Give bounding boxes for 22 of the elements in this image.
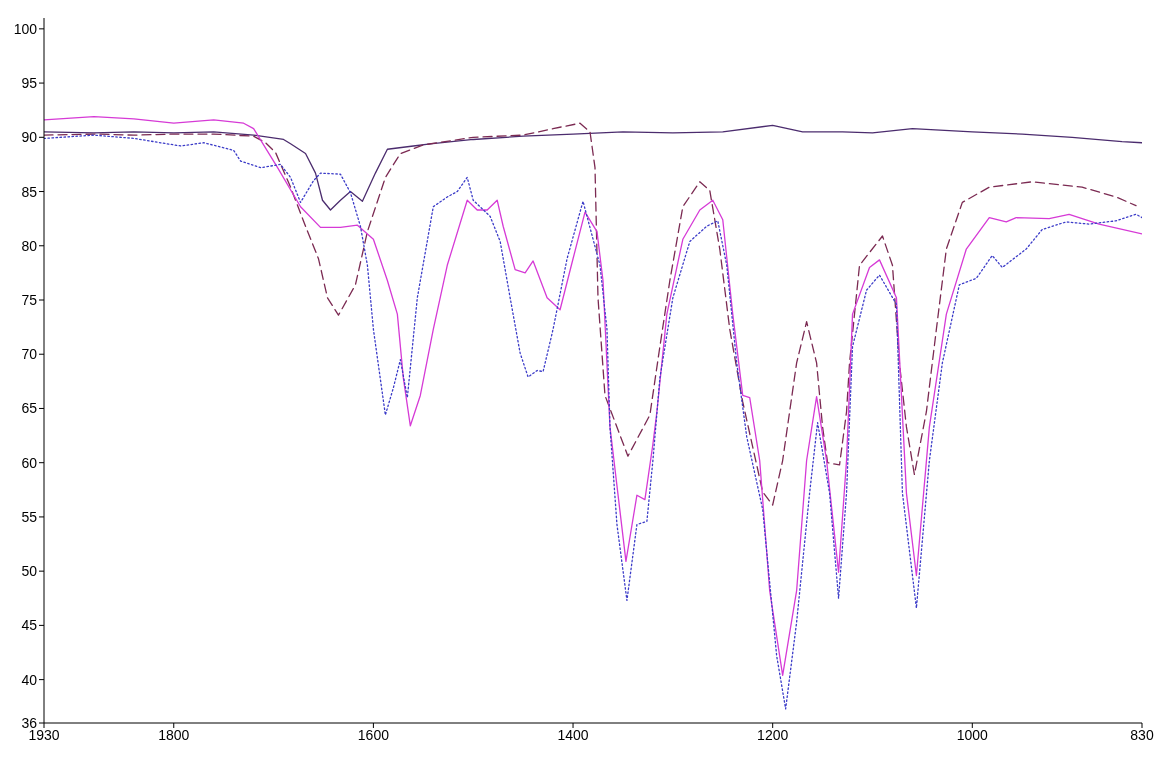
- y-tick-label: 65: [21, 400, 38, 417]
- x-tick-label: 1400: [557, 726, 589, 743]
- y-tick-label: 36: [21, 714, 38, 731]
- y-tick-label: 95: [21, 75, 38, 92]
- x-tick-label: 1000: [956, 726, 989, 743]
- y-tick-label: 50: [21, 563, 38, 580]
- line-series: [44, 122, 1137, 506]
- y-tick-label: 85: [21, 183, 38, 200]
- x-tick-label: 1800: [158, 726, 190, 743]
- y-tick-label: 75: [21, 291, 38, 308]
- y-tick-label: 100: [13, 20, 38, 37]
- line-series: [44, 124, 1142, 211]
- y-tick-label: 55: [21, 508, 38, 525]
- y-tick-label: 45: [21, 617, 38, 634]
- y-tick-label: 90: [21, 129, 38, 146]
- y-tick-label: 40: [21, 671, 38, 688]
- y-tick-label: 60: [21, 454, 38, 471]
- y-tick-label: 80: [21, 237, 38, 254]
- y-tick-label: 70: [21, 346, 38, 363]
- x-tick-label: 1600: [357, 726, 390, 743]
- x-tick-label: 830: [1130, 726, 1154, 743]
- x-tick-label: 1200: [757, 726, 789, 743]
